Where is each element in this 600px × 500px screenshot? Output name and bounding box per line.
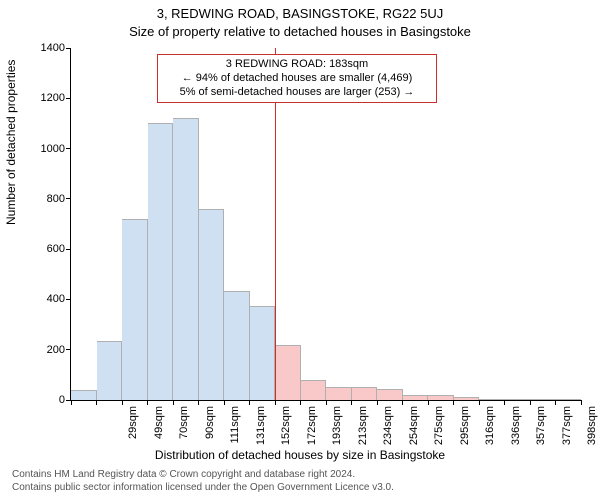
y-tick-label: 200 <box>5 344 65 356</box>
histogram-bar <box>199 209 225 400</box>
histogram-bar <box>326 387 352 400</box>
y-tick-mark <box>66 148 71 149</box>
histogram-bar <box>352 387 378 400</box>
x-tick-mark <box>198 400 199 405</box>
x-tick-mark <box>147 400 148 405</box>
y-tick-mark <box>66 48 71 49</box>
x-tick-label: 29sqm <box>127 406 139 466</box>
x-tick-label: 111sqm <box>229 406 241 466</box>
y-tick-mark <box>66 249 71 250</box>
x-tick-mark <box>555 400 556 405</box>
property-annotation-box: 3 REDWING ROAD: 183sqm← 94% of detached … <box>157 54 437 103</box>
y-tick-mark <box>66 349 71 350</box>
x-tick-mark <box>300 400 301 405</box>
x-tick-mark <box>377 400 378 405</box>
histogram-bar <box>97 341 123 400</box>
x-tick-mark <box>173 400 174 405</box>
histogram-bar <box>173 118 199 400</box>
histogram-bar <box>301 380 327 400</box>
y-tick-label: 1400 <box>5 42 65 54</box>
y-tick-label: 1000 <box>5 143 65 155</box>
histogram-bar <box>250 306 276 400</box>
x-tick-label: 49sqm <box>153 406 165 466</box>
footer-line2: Contains public sector information licen… <box>12 482 394 495</box>
x-tick-label: 70sqm <box>178 406 190 466</box>
x-tick-label: 275sqm <box>433 406 445 466</box>
x-tick-mark <box>96 400 97 405</box>
x-tick-mark <box>504 400 505 405</box>
y-tick-label: 1200 <box>5 92 65 104</box>
y-tick-label: 400 <box>5 293 65 305</box>
histogram-bar <box>479 399 505 400</box>
annotation-line2: ← 94% of detached houses are smaller (4,… <box>164 72 430 86</box>
y-tick-mark <box>66 98 71 99</box>
x-tick-mark <box>224 400 225 405</box>
y-tick-label: 0 <box>5 394 65 406</box>
histogram-bar <box>377 389 403 400</box>
x-tick-mark <box>479 400 480 405</box>
footer-line1: Contains HM Land Registry data © Crown c… <box>12 469 394 482</box>
y-tick-mark <box>66 299 71 300</box>
y-tick-mark <box>66 198 71 199</box>
x-tick-label: 336sqm <box>510 406 522 466</box>
x-tick-label: 90sqm <box>204 406 216 466</box>
histogram-bar <box>505 399 531 400</box>
x-tick-label: 193sqm <box>331 406 343 466</box>
x-tick-mark <box>71 400 72 405</box>
histogram-bar <box>428 395 454 400</box>
histogram-bar <box>71 390 97 400</box>
y-tick-label: 800 <box>5 193 65 205</box>
x-tick-label: 377sqm <box>561 406 573 466</box>
x-tick-label: 131sqm <box>255 406 267 466</box>
histogram-bar <box>556 399 582 400</box>
x-tick-mark <box>530 400 531 405</box>
y-tick-label: 600 <box>5 243 65 255</box>
x-tick-mark <box>402 400 403 405</box>
x-tick-label: 234sqm <box>382 406 394 466</box>
x-tick-mark <box>249 400 250 405</box>
x-tick-mark <box>351 400 352 405</box>
plot-area: 3 REDWING ROAD: 183sqm← 94% of detached … <box>70 48 581 401</box>
x-tick-label: 357sqm <box>535 406 547 466</box>
x-tick-mark <box>428 400 429 405</box>
histogram-bar <box>454 397 480 400</box>
x-tick-label: 316sqm <box>484 406 496 466</box>
histogram-bar <box>148 123 174 400</box>
histogram-bar <box>275 345 301 400</box>
x-tick-label: 213sqm <box>357 406 369 466</box>
x-tick-label: 295sqm <box>459 406 471 466</box>
x-tick-mark <box>275 400 276 405</box>
histogram-bar <box>224 291 250 400</box>
x-tick-mark <box>326 400 327 405</box>
annotation-line1: 3 REDWING ROAD: 183sqm <box>164 58 430 72</box>
histogram-bar <box>403 395 429 400</box>
annotation-line3: 5% of semi-detached houses are larger (2… <box>164 86 430 100</box>
attribution-footer: Contains HM Land Registry data © Crown c… <box>12 469 394 494</box>
x-tick-label: 172sqm <box>306 406 318 466</box>
chart-title-line2: Size of property relative to detached ho… <box>0 24 600 39</box>
x-tick-mark <box>453 400 454 405</box>
x-tick-label: 254sqm <box>408 406 420 466</box>
x-tick-label: 398sqm <box>586 406 598 466</box>
chart-title-line1: 3, REDWING ROAD, BASINGSTOKE, RG22 5UJ <box>0 6 600 21</box>
histogram-bar <box>530 399 556 400</box>
x-tick-label: 152sqm <box>280 406 292 466</box>
histogram-bar <box>122 219 148 400</box>
chart-container: 3, REDWING ROAD, BASINGSTOKE, RG22 5UJ S… <box>0 0 600 500</box>
x-tick-mark <box>581 400 582 405</box>
x-tick-mark <box>122 400 123 405</box>
